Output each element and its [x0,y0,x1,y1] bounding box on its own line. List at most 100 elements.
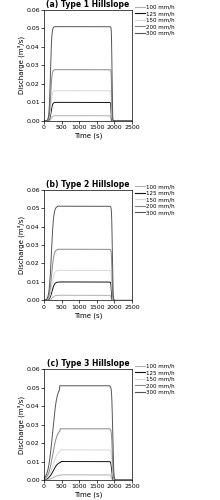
Title: (a) Type 1 Hillslope: (a) Type 1 Hillslope [46,0,130,9]
300 mm/h [54,24,57,30]
200 mm/h [95,246,98,252]
300 mm/h [114,298,116,304]
300 mm/h [131,298,133,304]
150 mm/h [43,298,45,304]
300 mm/h [59,203,61,209]
Line: 100 mm/h: 100 mm/h [44,116,132,121]
Line: 150 mm/h: 150 mm/h [44,450,132,480]
150 mm/h [115,118,118,124]
100 mm/h [59,472,61,478]
300 mm/h [131,118,133,124]
100 mm/h [95,472,98,478]
200 mm/h [100,66,103,72]
150 mm/h [131,477,133,483]
Legend: 100 mm/h, 125 mm/h, 150 mm/h, 200 mm/h, 300 mm/h: 100 mm/h, 125 mm/h, 150 mm/h, 200 mm/h, … [135,184,175,216]
150 mm/h [76,88,79,94]
200 mm/h [108,246,111,252]
200 mm/h [108,66,111,72]
200 mm/h [76,426,79,432]
100 mm/h [43,118,45,124]
Line: 300 mm/h: 300 mm/h [44,386,132,480]
150 mm/h [108,268,111,274]
Y-axis label: Discharge (m³/s): Discharge (m³/s) [17,36,25,94]
300 mm/h [100,383,103,389]
Line: 100 mm/h: 100 mm/h [44,296,132,300]
300 mm/h [108,203,111,209]
200 mm/h [114,477,116,483]
100 mm/h [112,298,114,304]
100 mm/h [115,298,118,304]
Y-axis label: Discharge (m³/s): Discharge (m³/s) [17,216,25,274]
200 mm/h [59,426,61,432]
200 mm/h [95,426,98,432]
100 mm/h [131,477,133,483]
200 mm/h [108,426,111,432]
300 mm/h [56,203,59,209]
100 mm/h [108,112,111,118]
150 mm/h [95,447,98,453]
150 mm/h [43,476,45,482]
100 mm/h [108,472,111,478]
100 mm/h [60,472,62,478]
200 mm/h [43,118,45,124]
125 mm/h [115,477,118,483]
Line: 125 mm/h: 125 mm/h [44,102,132,121]
300 mm/h [113,118,116,124]
150 mm/h [76,268,79,274]
300 mm/h [108,383,111,389]
200 mm/h [115,477,118,483]
125 mm/h [59,460,61,466]
300 mm/h [43,298,45,304]
Line: 300 mm/h: 300 mm/h [44,206,132,300]
100 mm/h [76,112,79,118]
300 mm/h [108,24,111,30]
150 mm/h [115,298,118,304]
200 mm/h [43,476,45,482]
200 mm/h [55,66,57,72]
Line: 200 mm/h: 200 mm/h [44,249,132,300]
125 mm/h [43,476,45,482]
200 mm/h [76,246,79,252]
Legend: 100 mm/h, 125 mm/h, 150 mm/h, 200 mm/h, 300 mm/h: 100 mm/h, 125 mm/h, 150 mm/h, 200 mm/h, … [135,364,175,395]
150 mm/h [95,88,98,94]
200 mm/h [100,246,103,252]
Line: 200 mm/h: 200 mm/h [44,70,132,121]
200 mm/h [113,298,116,304]
125 mm/h [59,100,61,105]
100 mm/h [131,298,133,304]
100 mm/h [100,112,103,118]
100 mm/h [43,477,45,483]
125 mm/h [113,477,116,483]
125 mm/h [112,118,114,124]
300 mm/h [59,24,61,30]
125 mm/h [76,100,79,105]
100 mm/h [59,112,61,118]
150 mm/h [131,118,133,124]
200 mm/h [57,246,59,252]
300 mm/h [76,24,79,30]
100 mm/h [115,118,118,124]
300 mm/h [115,298,118,304]
125 mm/h [43,298,45,304]
125 mm/h [56,100,58,105]
150 mm/h [59,447,62,453]
Line: 100 mm/h: 100 mm/h [44,475,132,480]
Line: 150 mm/h: 150 mm/h [44,270,132,300]
300 mm/h [43,118,45,124]
150 mm/h [100,88,103,94]
150 mm/h [100,268,103,274]
300 mm/h [100,203,103,209]
100 mm/h [108,292,111,298]
100 mm/h [131,118,133,124]
150 mm/h [59,268,61,274]
125 mm/h [100,458,103,464]
150 mm/h [43,118,45,124]
125 mm/h [108,458,111,464]
125 mm/h [95,100,98,105]
100 mm/h [100,292,103,298]
Title: (b) Type 2 Hillslope: (b) Type 2 Hillslope [46,180,130,189]
200 mm/h [59,246,61,252]
125 mm/h [115,118,118,124]
Title: (c) Type 3 Hillslope: (c) Type 3 Hillslope [47,360,129,368]
150 mm/h [115,477,118,483]
